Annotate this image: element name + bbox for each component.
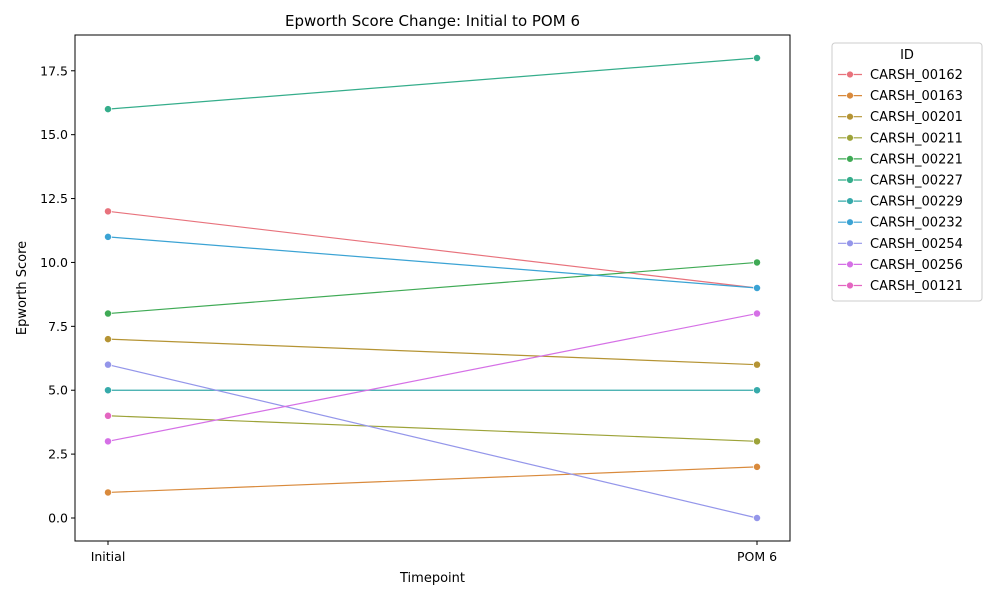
legend-swatch-marker: [846, 70, 854, 79]
legend-swatch-marker: [846, 112, 854, 121]
legend-swatch-marker: [846, 260, 854, 269]
y-tick-label: 12.5: [40, 191, 68, 206]
legend-label: CARSH_00254: [870, 237, 963, 252]
data-point: [753, 284, 761, 292]
series-carsh_00211: [104, 411, 761, 446]
series-line: [107, 466, 758, 494]
legend-swatch-marker: [846, 218, 854, 226]
plot-area: 0.0 2.5 5.0 7.5 10.0 12.5 15.0 17.5 Initial POM 6: [40, 34, 791, 564]
series-line: [107, 261, 758, 315]
legend-item: CARSH_00162: [838, 68, 963, 83]
y-tick-label: 0.0: [48, 511, 68, 526]
data-point: [753, 462, 761, 471]
chart-title: Epworth Score Change: Initial to POM 6: [285, 12, 580, 30]
legend-box: [831, 42, 983, 302]
y-tick-label: 5.0: [48, 383, 68, 398]
legend-swatch-marker: [846, 197, 854, 205]
series-line: [107, 338, 758, 366]
legend-item: CARSH_00256: [838, 258, 963, 273]
series-carsh_00201: [104, 335, 761, 369]
series-carsh_00163: [104, 462, 761, 497]
series-carsh_00227: [104, 54, 761, 114]
series-line: [107, 415, 758, 442]
y-tick-label: 2.5: [48, 447, 68, 462]
y-tick-label: 17.5: [40, 63, 68, 78]
series-line: [107, 236, 758, 289]
legend-label: CARSH_00227: [870, 174, 963, 189]
legend-item: CARSH_00221: [838, 152, 963, 167]
data-point: [104, 232, 112, 241]
x-tick-label: POM 6: [737, 549, 777, 564]
legend-item: CARSH_00227: [838, 174, 963, 189]
data-point: [104, 488, 112, 497]
y-tick-label: 15.0: [40, 127, 68, 142]
series-line: [107, 210, 758, 289]
data-point: [753, 386, 761, 395]
series-line: [107, 57, 758, 110]
legend-item: CARSH_00232: [838, 216, 963, 231]
y-tick-label: 10.0: [40, 255, 68, 270]
data-point: [753, 437, 761, 446]
legend-label: CARSH_00256: [870, 258, 963, 273]
legend-label: CARSH_00229: [870, 195, 963, 210]
series-carsh_00254: [104, 360, 761, 522]
series-carsh_00121: [104, 411, 112, 420]
legend-label: CARSH_00232: [870, 216, 963, 231]
data-point: [753, 360, 761, 369]
axes-frame: [74, 34, 791, 542]
legend-label: CARSH_00121: [870, 279, 963, 294]
legend-title: ID: [900, 48, 914, 63]
legend-swatch-marker: [846, 134, 854, 142]
legend: ID CARSH_00162 CARSH_00163 CARSH_00201 CARS…: [831, 42, 983, 302]
data-point: [753, 54, 761, 62]
data-point: [104, 411, 112, 420]
legend-label: CARSH_00221: [870, 152, 963, 167]
legend-swatch-marker: [846, 281, 854, 290]
series-carsh_00256: [104, 309, 761, 446]
legend-item: CARSH_00201: [838, 110, 963, 125]
series-line: [107, 364, 758, 519]
legend-swatch-marker: [846, 155, 854, 163]
series-line: [107, 312, 758, 442]
series-carsh_00232: [104, 232, 761, 292]
legend-item: CARSH_00229: [838, 195, 963, 210]
legend-swatch-marker: [846, 91, 854, 100]
data-point: [753, 258, 761, 267]
legend-label: CARSH_00211: [870, 131, 963, 146]
legend-item: CARSH_00121: [838, 279, 963, 294]
legend-item: CARSH_00211: [838, 131, 963, 146]
series-carsh_00229: [104, 386, 761, 395]
legend-item: CARSH_00163: [838, 89, 963, 104]
legend-swatch-marker: [846, 239, 854, 248]
x-tick-label: Initial: [91, 549, 126, 564]
y-tick-label: 7.5: [48, 319, 68, 334]
data-point: [104, 386, 112, 395]
series-carsh_00162: [104, 207, 761, 292]
legend-label: CARSH_00201: [870, 110, 963, 125]
series-carsh_00221: [104, 258, 761, 318]
x-axis-title: Timepoint: [399, 571, 465, 586]
data-point: [104, 335, 112, 344]
data-point: [104, 360, 112, 369]
data-point: [104, 207, 112, 216]
data-point: [753, 309, 761, 318]
y-axis-title: Epworth Score: [15, 241, 30, 335]
data-point: [104, 105, 112, 114]
legend-swatch-marker: [846, 176, 854, 184]
data-point: [104, 437, 112, 446]
legend-item: CARSH_00254: [838, 237, 963, 252]
data-point: [104, 309, 112, 318]
legend-label: CARSH_00163: [870, 89, 963, 104]
legend-label: CARSH_00162: [870, 68, 963, 83]
data-point: [753, 514, 761, 522]
